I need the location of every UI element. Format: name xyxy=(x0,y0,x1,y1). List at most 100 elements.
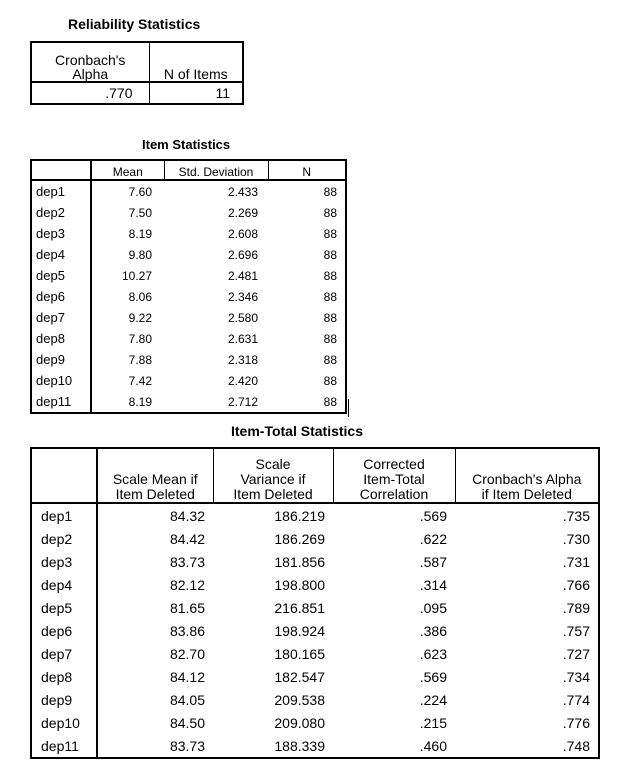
item-statistics-title: Item Statistics xyxy=(142,137,231,152)
reliability-title: Reliability Statistics xyxy=(68,16,201,32)
column-header: Mean xyxy=(91,160,164,181)
row-label: dep11 xyxy=(31,734,98,758)
table-cell: 88 xyxy=(323,205,337,220)
table-cell: 2.420 xyxy=(227,373,258,388)
table-cell: .757 xyxy=(562,622,590,639)
table-cell: 84.32 xyxy=(169,507,205,524)
table-header-row: Scale Mean if Item Deleted Scale Varianc… xyxy=(31,448,599,504)
column-header xyxy=(31,160,92,181)
table-row: dep4 82.12 198.800 .314 .766 xyxy=(31,573,599,596)
table-cell: 2.712 xyxy=(227,394,258,409)
table-cell: 84.12 xyxy=(169,668,205,685)
table-cell: 7.80 xyxy=(128,331,152,346)
table-cell: .766 xyxy=(562,576,590,593)
table-cell: .622 xyxy=(419,530,447,547)
table-row: dep2 84.42 186.269 .622 .730 xyxy=(31,527,599,550)
table-cell: 180.165 xyxy=(274,645,325,662)
table-cell: 8.19 xyxy=(128,394,152,409)
column-header: Scale Mean if Item Deleted xyxy=(97,448,213,504)
table-cell: .734 xyxy=(562,668,590,685)
row-label: dep1 xyxy=(31,503,98,527)
table-cell: 182.547 xyxy=(274,668,325,685)
item-total-statistics-title: Item-Total Statistics xyxy=(231,423,363,439)
table-cell: 186.219 xyxy=(274,507,325,524)
table-row: .770 11 xyxy=(31,81,243,104)
table-cell: 2.318 xyxy=(227,352,258,367)
table-row: dep10 7.42 2.420 88 xyxy=(31,370,346,391)
table-cell: .386 xyxy=(419,622,447,639)
table-cell: .730 xyxy=(562,530,590,547)
item-total-statistics-body: dep1 84.32 186.219 .569 .735 dep2 84.42 186.269… xyxy=(31,503,599,758)
table-cell: 88 xyxy=(323,184,337,199)
table-cell: .774 xyxy=(562,691,590,708)
row-label: dep9 xyxy=(31,688,98,711)
row-label: dep4 xyxy=(31,573,98,596)
table-cell: 88 xyxy=(323,268,337,283)
table-row: dep7 82.70 180.165 .623 .727 xyxy=(31,642,599,665)
table-cell: 2.269 xyxy=(227,205,258,220)
table-cell: 7.88 xyxy=(128,352,152,367)
table-row: dep5 81.65 216.851 .095 .789 xyxy=(31,596,599,619)
column-header: Cronbach's Alpha if Item Deleted xyxy=(454,448,599,504)
table-row: dep1 7.60 2.433 88 xyxy=(31,180,346,202)
table-cell: .748 xyxy=(562,737,590,754)
table-cell: 2.580 xyxy=(227,310,258,325)
table-cell: 82.12 xyxy=(169,576,205,593)
table-cell: 11 xyxy=(149,81,243,104)
table-cell: .569 xyxy=(419,668,447,685)
row-label: dep6 xyxy=(31,619,98,642)
column-header: Cronbach's Alpha xyxy=(31,42,150,82)
table-cell: .623 xyxy=(419,645,447,662)
table-cell: 9.80 xyxy=(128,247,152,262)
table-cell: 186.269 xyxy=(274,530,325,547)
table-header-row: Mean Std. Deviation N xyxy=(31,160,346,181)
table-row: dep6 83.86 198.924 .386 .757 xyxy=(31,619,599,642)
table-cell: .215 xyxy=(419,714,447,731)
row-label: dep10 xyxy=(31,370,92,391)
item-statistics-body: dep1 7.60 2.433 88 dep2 7.50 2.269 88 dep3 8.19 2.… xyxy=(31,180,346,413)
item-total-statistics-table: Scale Mean if Item Deleted Scale Varianc… xyxy=(30,447,600,759)
table-cell: .587 xyxy=(419,553,447,570)
table-cell: 7.60 xyxy=(128,184,152,199)
table-cell: 88 xyxy=(323,373,337,388)
row-label: dep11 xyxy=(31,391,92,413)
table-cell: 83.73 xyxy=(169,553,205,570)
table-row: dep9 7.88 2.318 88 xyxy=(31,349,346,370)
column-header: Corrected Item-Total Correlation xyxy=(332,448,455,504)
table-cell: .314 xyxy=(419,576,447,593)
row-label: dep8 xyxy=(31,665,98,688)
table-cell: 88 xyxy=(323,226,337,241)
column-header: Scale Variance if Item Deleted xyxy=(212,448,333,504)
table-cell: 181.856 xyxy=(274,553,325,570)
table-cell: 88 xyxy=(323,247,337,262)
table-row: dep7 9.22 2.580 88 xyxy=(31,307,346,328)
table-cell: 10.27 xyxy=(121,268,152,283)
table-edge-mark xyxy=(348,399,349,417)
table-row: dep11 83.73 188.339 .460 .748 xyxy=(31,734,599,758)
table-cell: 88 xyxy=(323,394,337,409)
table-row: dep2 7.50 2.269 88 xyxy=(31,202,346,223)
row-label: dep1 xyxy=(31,180,92,202)
table-cell: .776 xyxy=(562,714,590,731)
table-row: dep4 9.80 2.696 88 xyxy=(31,244,346,265)
table-cell: .770 xyxy=(31,81,150,104)
row-label: dep9 xyxy=(31,349,92,370)
table-cell: 84.50 xyxy=(169,714,205,731)
table-cell: .569 xyxy=(419,507,447,524)
table-row: dep11 8.19 2.712 88 xyxy=(31,391,346,413)
row-label: dep5 xyxy=(31,596,98,619)
table-cell: 2.631 xyxy=(227,331,258,346)
table-row: dep3 83.73 181.856 .587 .731 xyxy=(31,550,599,573)
table-row: dep10 84.50 209.080 .215 .776 xyxy=(31,711,599,734)
table-cell: 83.73 xyxy=(169,737,205,754)
table-cell: 8.19 xyxy=(128,226,152,241)
table-cell: 81.65 xyxy=(169,599,205,616)
column-header: N of Items xyxy=(163,66,228,82)
table-cell: 2.433 xyxy=(227,184,258,199)
reliability-table: Cronbach's Alpha N of Items .770 11 xyxy=(30,41,244,105)
table-cell: 82.70 xyxy=(169,645,205,662)
row-label: dep6 xyxy=(31,286,92,307)
table-row: dep8 84.12 182.547 .569 .734 xyxy=(31,665,599,688)
table-cell: 88 xyxy=(323,331,337,346)
row-label: dep3 xyxy=(31,223,92,244)
